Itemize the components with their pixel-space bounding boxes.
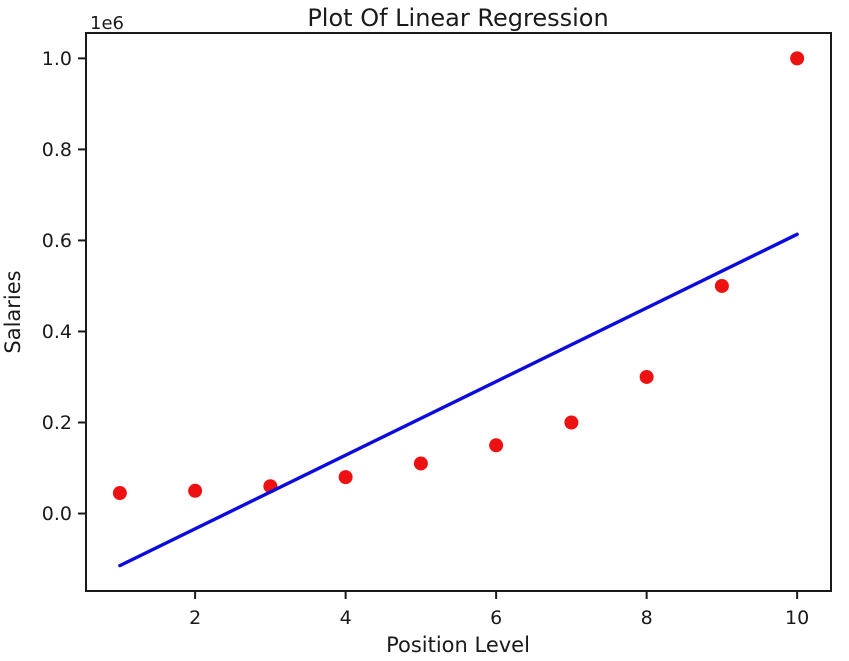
x-tick-label: 2 bbox=[189, 607, 201, 629]
scatter-point bbox=[413, 456, 428, 471]
scatter-point bbox=[489, 438, 504, 453]
axis-ticks: 2 4 6 8 10 0.0 0.2 0.4 0.6 0.8 1.0 bbox=[42, 48, 809, 629]
plot-data bbox=[112, 51, 805, 568]
plot-frame bbox=[85, 32, 832, 592]
regression-line bbox=[118, 232, 799, 568]
y-tick-label: 0.6 bbox=[42, 230, 72, 252]
scatter-point bbox=[639, 369, 654, 384]
chart-title: Plot Of Linear Regression bbox=[307, 4, 608, 32]
y-tick-label: 0.4 bbox=[42, 321, 72, 343]
scatter-point bbox=[790, 51, 805, 66]
scatter-point bbox=[714, 278, 729, 293]
x-axis-label: Position Level bbox=[386, 633, 530, 657]
y-tick-label: 0.2 bbox=[42, 412, 72, 434]
scatter-point bbox=[188, 483, 203, 498]
scatter-point bbox=[338, 470, 353, 485]
y-axis-multiplier-label: 1e6 bbox=[90, 13, 124, 34]
scatter-point bbox=[564, 415, 579, 430]
x-tick-label: 6 bbox=[490, 607, 502, 629]
y-tick-label: 1.0 bbox=[42, 48, 72, 70]
y-tick-label: 0.0 bbox=[42, 503, 72, 525]
x-tick-label: 4 bbox=[340, 607, 352, 629]
x-tick-label: 10 bbox=[785, 607, 809, 629]
x-tick-label: 8 bbox=[641, 607, 653, 629]
y-axis-label: Salaries bbox=[1, 270, 25, 353]
y-tick-label: 0.8 bbox=[42, 139, 72, 161]
scatter-point bbox=[112, 486, 127, 501]
